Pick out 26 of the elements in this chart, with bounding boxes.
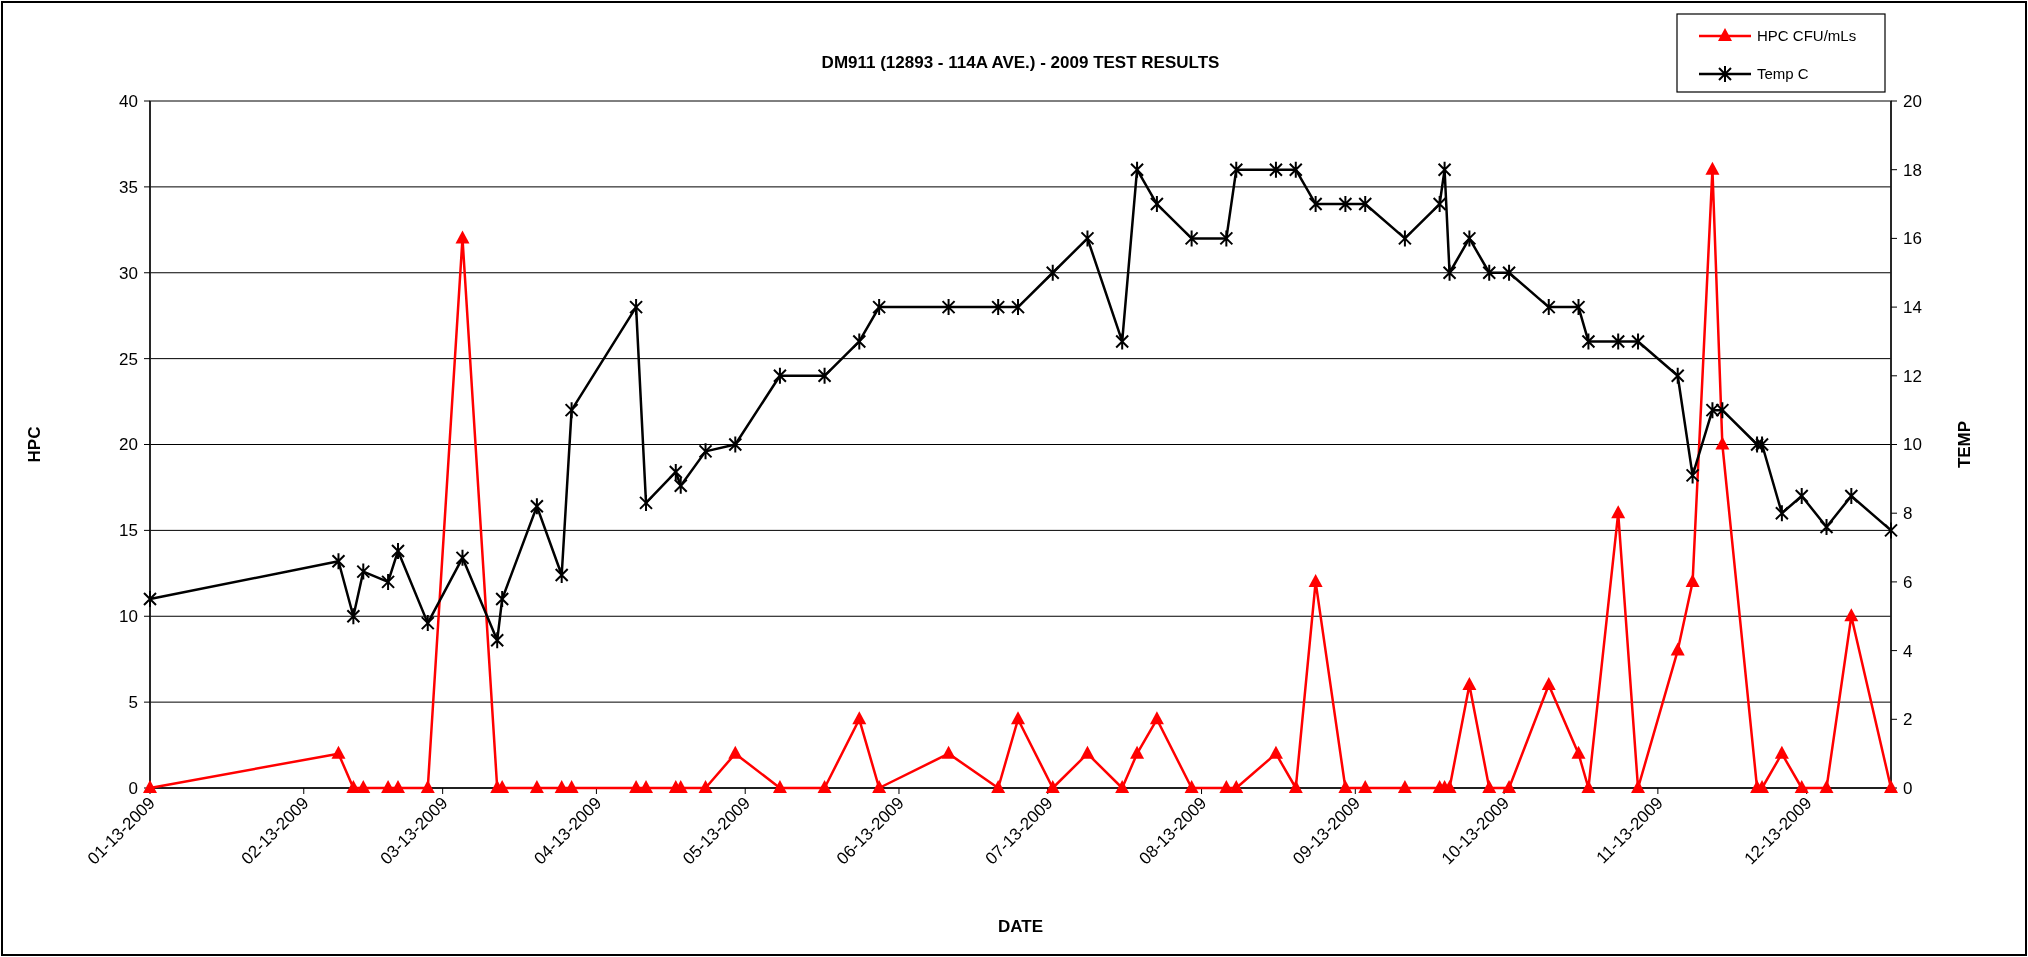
y2-tick-label: 16 bbox=[1903, 229, 1922, 249]
y2-tick-label: 14 bbox=[1903, 298, 1922, 318]
y-tick-label: 0 bbox=[128, 778, 138, 798]
y2-tick-label: 2 bbox=[1903, 710, 1913, 730]
y-tick-label: 5 bbox=[128, 693, 138, 713]
y-tick-label: 40 bbox=[119, 91, 138, 111]
chart-title: DM911 (12893 - 114A AVE.) - 2009 TEST RESULTS bbox=[821, 53, 1220, 72]
y2-tick-label: 12 bbox=[1903, 366, 1922, 386]
y2-tick-label: 18 bbox=[1903, 160, 1922, 180]
y2-tick-label: 8 bbox=[1903, 504, 1913, 524]
x-axis-title: DATE bbox=[997, 917, 1044, 936]
y-tick-label: 20 bbox=[119, 435, 138, 455]
y-axis-title: HPC bbox=[25, 426, 44, 463]
legend-label: HPC CFU/mLs bbox=[1757, 27, 1857, 45]
y2-tick-label: 4 bbox=[1903, 641, 1913, 661]
y2-tick-label: 10 bbox=[1903, 435, 1922, 455]
y-tick-label: 10 bbox=[119, 607, 138, 627]
y-tick-label: 35 bbox=[119, 177, 138, 197]
y2-axis-title: TEMP bbox=[1955, 420, 1974, 469]
legend-label: Temp C bbox=[1757, 65, 1809, 83]
y-tick-label: 25 bbox=[119, 349, 138, 369]
y2-tick-label: 20 bbox=[1903, 91, 1922, 111]
y-tick-label: 30 bbox=[119, 263, 138, 283]
y2-tick-label: 6 bbox=[1903, 572, 1913, 592]
y2-tick-label: 0 bbox=[1903, 778, 1913, 798]
y-tick-label: 15 bbox=[119, 521, 138, 541]
